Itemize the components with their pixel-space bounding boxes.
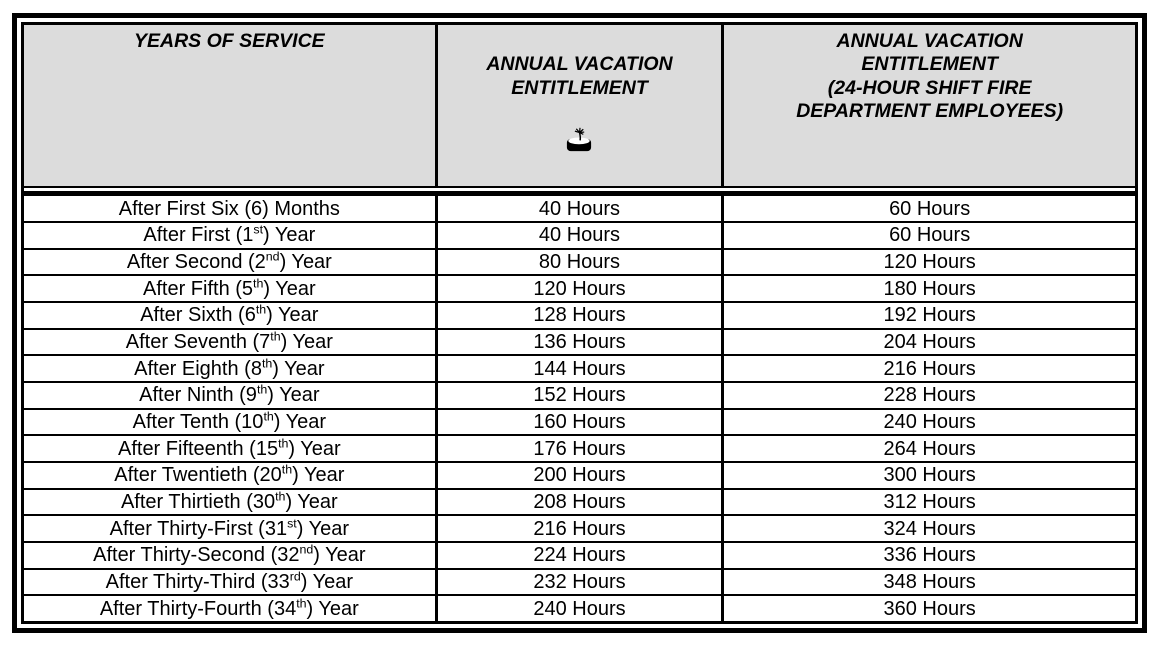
vacation-table-body: After First Six (6) Months 40 Hours 60 Hou… [24,196,1135,621]
header-row: YEARS OF SERVICE ANNUAL VACATION ENTITLE… [24,25,1135,189]
palm-island-icon [442,102,718,159]
standard-hours-cell: 176 Hours [434,434,723,462]
table-row: After Second (2nd) Year 80 Hours 120 Hours [24,247,1135,276]
table-row: After Tenth (10th) Year 160 Hours 240 Hour… [24,407,1135,436]
fire-hours-cell: 264 Hours [721,434,1135,462]
fire-hours-cell: 60 Hours [721,196,1135,222]
service-cell: After First (1st) Year [24,220,437,249]
service-cell: After Ninth (9th) Year [24,380,437,409]
ordinal-superscript: th [281,462,293,477]
table-row: After Eighth (8th) Year 144 Hours 216 Hour… [24,354,1135,382]
table-outer-frame: YEARS OF SERVICE ANNUAL VACATION ENTITLE… [12,13,1147,633]
ordinal-superscript: th [261,355,273,370]
standard-hours-cell: 240 Hours [434,594,723,621]
table-row: After Thirty-Second (32nd) Year 224 Hours… [24,541,1135,569]
standard-hours-cell: 120 Hours [434,274,723,302]
service-cell: After First Six (6) Months [118,197,340,220]
ordinal-superscript: th [270,329,281,344]
fire-hours-cell: 60 Hours [721,220,1135,249]
fire-hours-cell: 240 Hours [721,407,1135,436]
service-cell: After Fifth (5th) Year [24,274,437,302]
ordinal-superscript: nd [299,542,314,557]
header-years-of-service: YEARS OF SERVICE [24,25,437,189]
table-row: After Ninth (9th) Year 152 Hours 228 Hours [24,380,1135,409]
standard-hours-cell: 40 Hours [434,196,723,222]
table-row: After Fifteenth (15th) Year 176 Hours 264 … [24,434,1135,462]
service-cell: After Thirtieth (30th) Year [24,487,437,516]
table-row: After Fifth (5th) Year 120 Hours 180 Hours [24,274,1135,302]
service-cell: After Tenth (10th) Year [24,407,437,436]
fire-hours-cell: 228 Hours [721,380,1135,409]
fire-hours-cell: 360 Hours [721,594,1135,621]
service-cell: After Twentieth (20th) Year [24,461,437,489]
standard-hours-cell: 200 Hours [434,461,723,489]
service-cell: After Thirty-Second (32nd) Year [24,541,437,569]
service-cell: After Thirty-First (31st) Year [24,514,437,543]
table-row: After Thirtieth (30th) Year 208 Hours 312 … [24,487,1135,516]
ordinal-superscript: rd [289,569,301,584]
ordinal-superscript: th [255,302,267,317]
header-body-gap [24,188,1135,192]
fire-hours-cell: 300 Hours [721,461,1135,489]
fire-hours-cell: 216 Hours [721,354,1135,382]
ordinal-superscript: st [287,516,297,531]
standard-hours-cell: 232 Hours [434,567,723,596]
table-row: After First (1st) Year 40 Hours 60 Hours [24,220,1135,249]
header-annual-vacation-entitlement-fire: ANNUAL VACATION ENTITLEMENT (24-HOUR SHI… [721,25,1135,189]
fire-hours-cell: 336 Hours [721,541,1135,569]
table-row: After Thirty-First (31st) Year 216 Hours 3… [24,514,1135,543]
fire-hours-cell: 348 Hours [721,567,1135,596]
ordinal-superscript: th [263,409,274,424]
standard-hours-cell: 144 Hours [434,354,723,382]
header-body-divider [24,191,1135,197]
service-cell: After Sixth (6th) Year [24,300,437,329]
ordinal-superscript: st [253,222,264,237]
standard-hours-cell: 136 Hours [434,327,723,356]
standard-hours-cell: 152 Hours [434,380,723,409]
ordinal-superscript: th [296,596,307,611]
ordinal-superscript: th [278,436,289,450]
fire-hours-cell: 204 Hours [721,327,1135,356]
vacation-table: YEARS OF SERVICE ANNUAL VACATION ENTITLE… [21,22,1138,624]
fire-hours-cell: 180 Hours [721,274,1135,302]
header-annual-vacation-entitlement: ANNUAL VACATION ENTITLEMENT [434,25,723,189]
vacation-table-header: YEARS OF SERVICE ANNUAL VACATION ENTITLE… [24,25,1135,189]
ordinal-superscript: th [253,275,264,290]
header-annual-vacation-entitlement-label: ANNUAL VACATION ENTITLEMENT [486,53,673,99]
service-cell: After Eighth (8th) Year [24,354,437,382]
table-row: After Twentieth (20th) Year 200 Hours 300 … [24,461,1135,489]
standard-hours-cell: 160 Hours [434,407,723,436]
table-row: After First Six (6) Months 40 Hours 60 Hou… [24,196,1135,222]
service-cell: After Fifteenth (15th) Year [24,434,437,462]
fire-hours-cell: 312 Hours [721,487,1135,516]
fire-hours-cell: 324 Hours [721,514,1135,543]
table-row: After Sixth (6th) Year 128 Hours 192 Hours [24,300,1135,329]
fire-hours-cell: 120 Hours [721,247,1135,276]
service-cell: After Thirty-Third (33rd) Year [24,567,437,596]
table-row: After Seventh (7th) Year 136 Hours 204 Hou… [24,327,1135,356]
standard-hours-cell: 216 Hours [434,514,723,543]
standard-hours-cell: 128 Hours [434,300,723,329]
service-cell: After Second (2nd) Year [24,247,437,276]
standard-hours-cell: 224 Hours [434,541,723,569]
ordinal-superscript: nd [265,249,280,264]
table-row: After Thirty-Fourth (34th) Year 240 Hours… [24,594,1135,621]
table-row: After Thirty-Third (33rd) Year 232 Hours 3… [24,567,1135,596]
ordinal-superscript: th [256,382,268,397]
ordinal-superscript: th [275,489,286,504]
service-cell: After Thirty-Fourth (34th) Year [24,594,437,621]
fire-hours-cell: 192 Hours [721,300,1135,329]
service-cell: After Seventh (7th) Year [24,327,437,356]
standard-hours-cell: 80 Hours [434,247,723,276]
standard-hours-cell: 208 Hours [434,487,723,516]
standard-hours-cell: 40 Hours [434,220,723,249]
